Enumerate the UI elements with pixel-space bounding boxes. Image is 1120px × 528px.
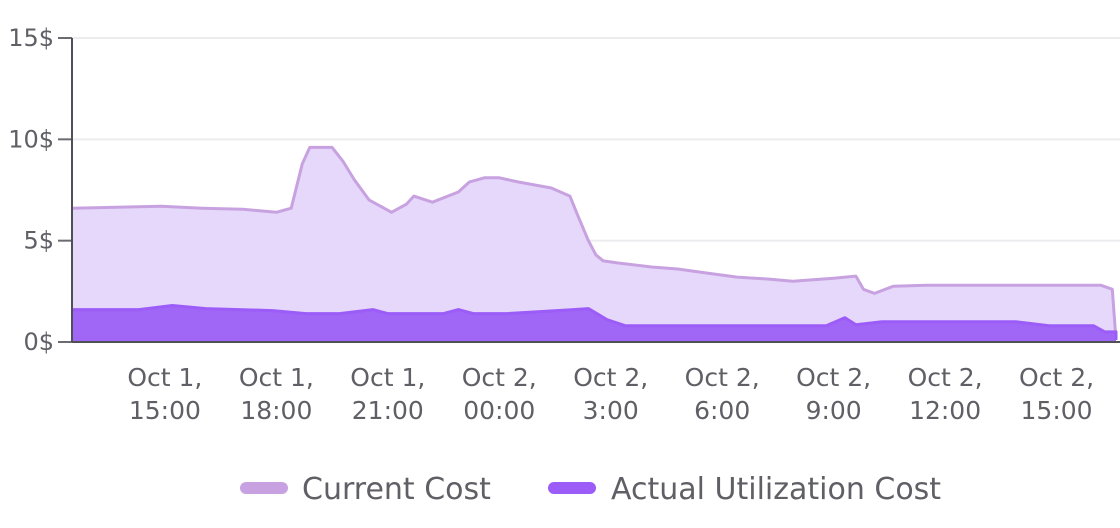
x-tick-label: Oct 2, 9:00 (796, 363, 871, 425)
x-tick-label: Oct 1, 18:00 (239, 363, 314, 425)
series-areas (71, 145, 1118, 342)
y-tick-label: 15$ (8, 24, 54, 52)
y-tick-label: 10$ (8, 125, 54, 153)
x-tick-label: Oct 1, 15:00 (127, 363, 202, 425)
axes (58, 37, 1120, 343)
legend-swatch-current-cost[interactable] (240, 482, 288, 494)
legend: Current Cost Actual Utilization Cost (240, 472, 941, 507)
y-tick-labels: 0$ 5$ 10$ 15$ (8, 24, 54, 356)
series-line-current-cost[interactable] (71, 145, 1118, 341)
x-tick-label: Oct 2, 6:00 (685, 363, 760, 425)
x-tick-label: Oct 2, 00:00 (462, 363, 537, 425)
legend-label-actual-utilization-cost[interactable]: Actual Utilization Cost (611, 472, 941, 507)
legend-label-current-cost[interactable]: Current Cost (302, 472, 491, 507)
legend-swatch-actual-utilization-cost[interactable] (548, 482, 596, 494)
x-tick-label: Oct 2, 15:00 (1019, 363, 1094, 425)
x-tick-label: Oct 1, 21:00 (350, 363, 425, 425)
area-fill-current-cost[interactable] (72, 147, 1116, 342)
x-tick-label: Oct 2, 3:00 (573, 363, 648, 425)
y-tick-label: 0$ (23, 328, 54, 356)
series-line-actual-utilization-cost[interactable] (72, 304, 1118, 341)
x-tick-label: Oct 2, 12:00 (908, 363, 983, 425)
y-tick-label: 5$ (23, 227, 54, 255)
x-tick-labels: Oct 1, 15:00 Oct 1, 18:00 Oct 1, 21:00 Oct 2, 0… (127, 363, 1094, 425)
